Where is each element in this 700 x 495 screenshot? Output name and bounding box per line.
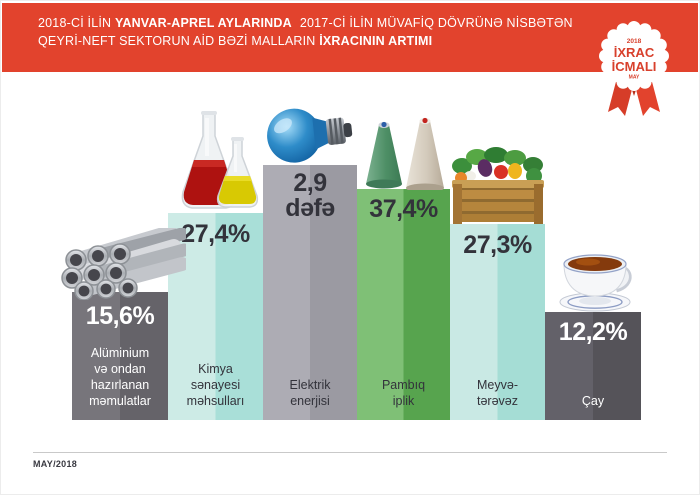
light-bulb-icon <box>267 108 353 163</box>
bar-cotton-yarn-value: 37,4% <box>369 195 438 223</box>
chemistry-flasks-icon <box>181 111 259 209</box>
header-line2-pre: QEYRİ-NEFT SEKTORUN AİD BƏZİ MALLARIN <box>38 34 320 48</box>
bar-aluminium-value: 15,6% <box>85 302 155 330</box>
yarn-cone-green <box>366 121 402 189</box>
flask-yellow <box>216 137 259 208</box>
bar-electricity: 2,9 dəfə Elektrik enerjisi <box>263 165 357 420</box>
footer-date: MAY/2018 <box>33 459 78 469</box>
bar-tea-value: 12,2% <box>558 318 628 346</box>
crate-box <box>452 180 544 224</box>
bar-fruits-vegetables-label: Meyvə- tərəvəz <box>477 378 518 408</box>
bar-electricity-label: Elektrik enerjisi <box>289 378 331 408</box>
bar-aluminium: 15,6% Alüminium və ondan hazırlanan məmu… <box>72 292 168 420</box>
header-banner: 2018-Cİ İLİN YANVAR-APREL AYLARINDA 2017-… <box>2 3 698 72</box>
bar-tea-label: Çay <box>581 394 605 408</box>
badge-rosette <box>599 21 669 91</box>
bar-cotton-yarn-label: Pambıq iplik <box>381 378 426 408</box>
header-line1-post: 2017-Cİ İLİN MÜVAFİQ DÖVRÜNƏ NİSBƏTƏN <box>299 16 573 30</box>
badge-month: MAY <box>629 75 640 81</box>
badge-year: 2018 <box>627 38 642 45</box>
bar-tea: 12,2% Çay <box>545 312 641 420</box>
bar-fruits-vegetables: 27,3% Meyvə- tərəvəz <box>450 224 545 420</box>
badge-title-line1: İXRAC <box>614 45 655 60</box>
bar-aluminium-label: Alüminium və ondan hazırlanan məmulatlar <box>89 346 151 408</box>
bar-chemistry-value: 27,4% <box>181 220 250 248</box>
bulb-body <box>267 108 353 163</box>
aluminum-pipes-icon <box>61 228 186 300</box>
header-title-line1: 2018-Cİ İLİN YANVAR-APREL AYLARINDA 2017-… <box>38 14 588 32</box>
badge-title-line2: İCMALI <box>612 59 657 74</box>
cup <box>563 254 632 297</box>
header-title: 2018-Cİ İLİN YANVAR-APREL AYLARINDA 2017-… <box>38 14 588 50</box>
yarn-cone-cream <box>406 117 444 190</box>
bar-fruits-vegetables-value: 27,3% <box>463 231 532 259</box>
bar-cotton-yarn: 37,4% Pambıq iplik <box>357 189 450 420</box>
header-line1-pre: 2018-Cİ İLİN <box>38 16 115 30</box>
vegetable-crate-icon <box>452 147 544 224</box>
yarn-cones-icon <box>366 117 444 190</box>
header-title-line2: QEYRİ-NEFT SEKTORUN AİD BƏZİ MALLARIN İX… <box>38 32 588 50</box>
bar-chemistry-label: Kimya sənayesi məhsulları <box>186 362 245 408</box>
footer-divider <box>33 452 667 453</box>
vegetables <box>452 147 543 184</box>
header-line2-bold: İXRACININ ARTIMI <box>319 34 433 48</box>
saucer <box>559 292 631 312</box>
export-review-badge: 2018 İXRAC İCMALI MAY <box>599 21 669 116</box>
bar-electricity-value: 2,9 dəfə <box>285 169 335 222</box>
pipe-ends <box>61 243 138 300</box>
header-line1-bold: YANVAR-APREL AYLARINDA <box>114 16 292 30</box>
tea-cup-icon <box>559 254 632 312</box>
